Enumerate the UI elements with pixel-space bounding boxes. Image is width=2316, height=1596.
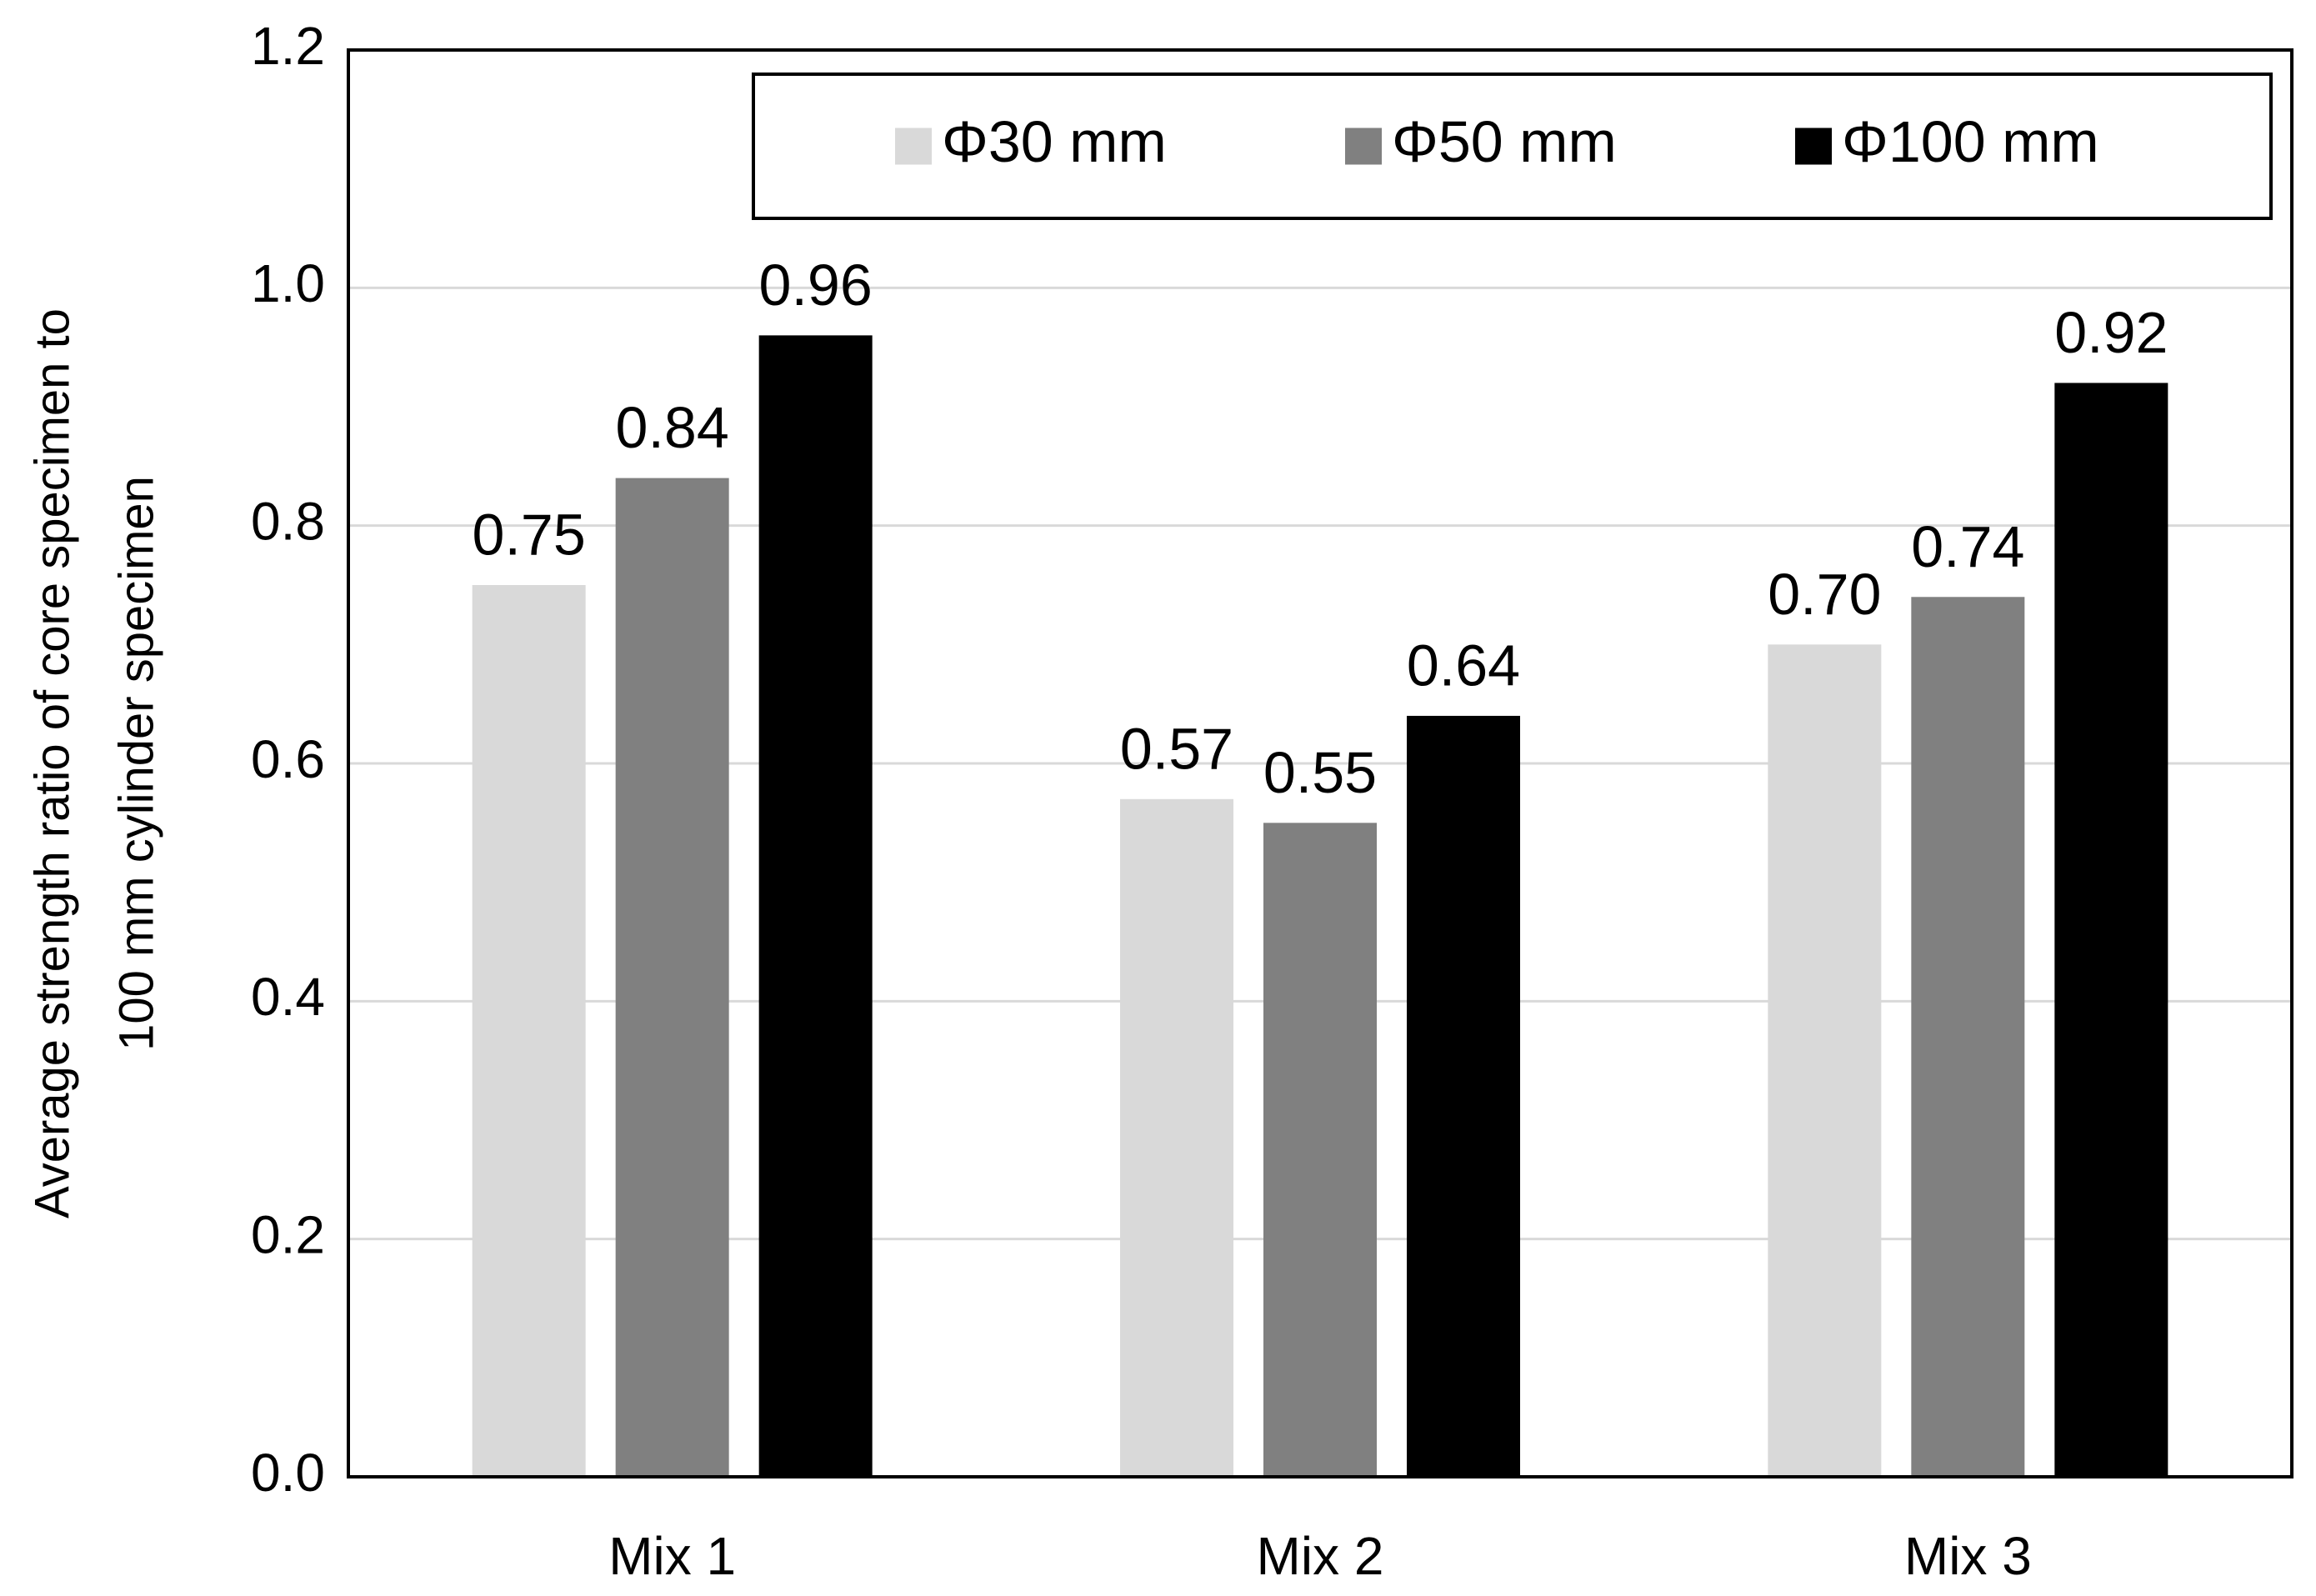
legend-swatch [895, 128, 932, 165]
y-tick-label: 1.0 [251, 253, 325, 313]
legend-swatch [1795, 128, 1832, 165]
data-label: 0.70 [1768, 562, 1881, 627]
data-label: 0.92 [2054, 300, 2168, 365]
bar [1768, 644, 1882, 1477]
y-axis-title: Average strength ratio of core specimen … [25, 308, 79, 1218]
x-tick-label: Mix 3 [1904, 1526, 2032, 1586]
y-tick-label: 1.2 [251, 16, 325, 76]
data-label: 0.74 [1911, 514, 2024, 579]
x-tick-label: Mix 2 [1257, 1526, 1384, 1586]
legend-label: Φ30 mm [942, 109, 1167, 174]
bar [758, 335, 873, 1477]
bar [1263, 823, 1377, 1477]
data-label: 0.64 [1407, 633, 1520, 698]
bar [615, 478, 729, 1477]
y-tick-label: 0.0 [251, 1443, 325, 1503]
legend-label: Φ100 mm [1842, 109, 2099, 174]
legend-label: Φ50 mm [1392, 109, 1617, 174]
legend: Φ30 mm Φ50 mm Φ100 mm [752, 73, 2273, 220]
y-tick-label: 0.4 [251, 967, 325, 1027]
plot-border [347, 48, 2293, 1478]
bar [472, 585, 586, 1477]
y-tick-label: 0.8 [251, 492, 325, 552]
data-label: 0.96 [759, 253, 873, 318]
bar [2054, 383, 2168, 1477]
y-axis-title: 100 mm cylinder specimen [109, 476, 163, 1051]
bar [1120, 798, 1233, 1477]
data-label: 0.75 [473, 502, 586, 567]
legend-swatch [1345, 128, 1382, 165]
data-label: 0.84 [616, 395, 729, 460]
data-label: 0.55 [1263, 740, 1377, 805]
bar [1407, 715, 1520, 1477]
data-label: 0.57 [1120, 716, 1233, 781]
bar [1911, 597, 2025, 1478]
y-tick-label: 0.6 [251, 729, 325, 789]
x-tick-label: Mix 1 [608, 1526, 736, 1586]
y-tick-label: 0.2 [251, 1205, 325, 1265]
legend-box [752, 73, 2273, 220]
